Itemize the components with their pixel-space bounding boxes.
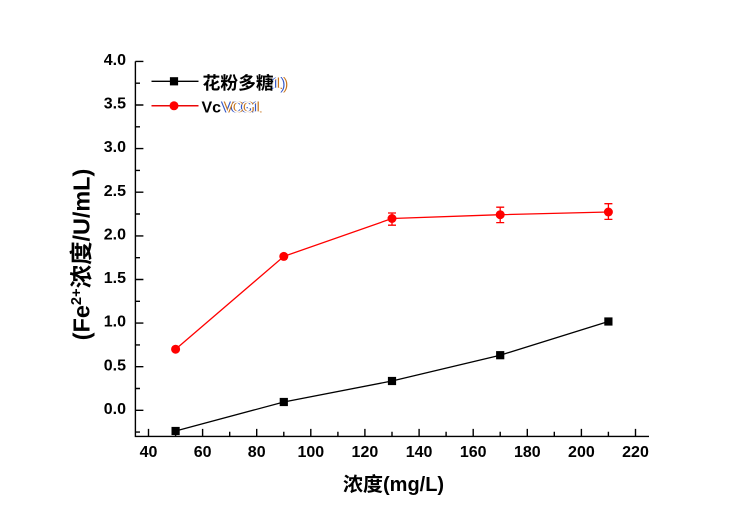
svg-text:80: 80 [248, 444, 266, 461]
svg-text:100: 100 [297, 444, 324, 461]
svg-text:1): 1) [273, 74, 288, 93]
svg-text:VCG1: VCG1 [221, 100, 260, 117]
svg-text:2.0: 2.0 [104, 227, 126, 244]
svg-text:140: 140 [406, 444, 433, 461]
svg-text:3.5: 3.5 [104, 96, 126, 113]
svg-text:2.5: 2.5 [104, 183, 126, 200]
svg-text:VCG1: VCG1 [222, 100, 261, 117]
svg-text:220: 220 [622, 444, 649, 461]
svg-text:Vc: Vc [202, 100, 222, 117]
svg-text:1): 1) [271, 74, 286, 93]
svg-text:1.0: 1.0 [104, 314, 126, 331]
svg-text:200: 200 [568, 444, 595, 461]
svg-text:3.0: 3.0 [104, 139, 126, 156]
svg-text:180: 180 [514, 444, 541, 461]
svg-text:1.5: 1.5 [104, 270, 126, 287]
svg-text:120: 120 [352, 444, 379, 461]
svg-text:0.0: 0.0 [104, 401, 126, 418]
svg-text:VCG1: VCG1 [223, 100, 262, 117]
svg-text:4.0: 4.0 [104, 52, 126, 69]
svg-text:2+: 2+ [69, 288, 85, 305]
svg-text:1): 1) [272, 74, 287, 93]
svg-text:(Fe: (Fe [69, 305, 95, 340]
svg-text:(mg/L): (mg/L) [383, 474, 444, 496]
svg-text:40: 40 [140, 444, 158, 461]
svg-text:60: 60 [194, 444, 212, 461]
svg-text:0.5: 0.5 [104, 357, 126, 374]
svg-text:160: 160 [460, 444, 487, 461]
svg-text:/U/mL): /U/mL) [69, 169, 95, 242]
